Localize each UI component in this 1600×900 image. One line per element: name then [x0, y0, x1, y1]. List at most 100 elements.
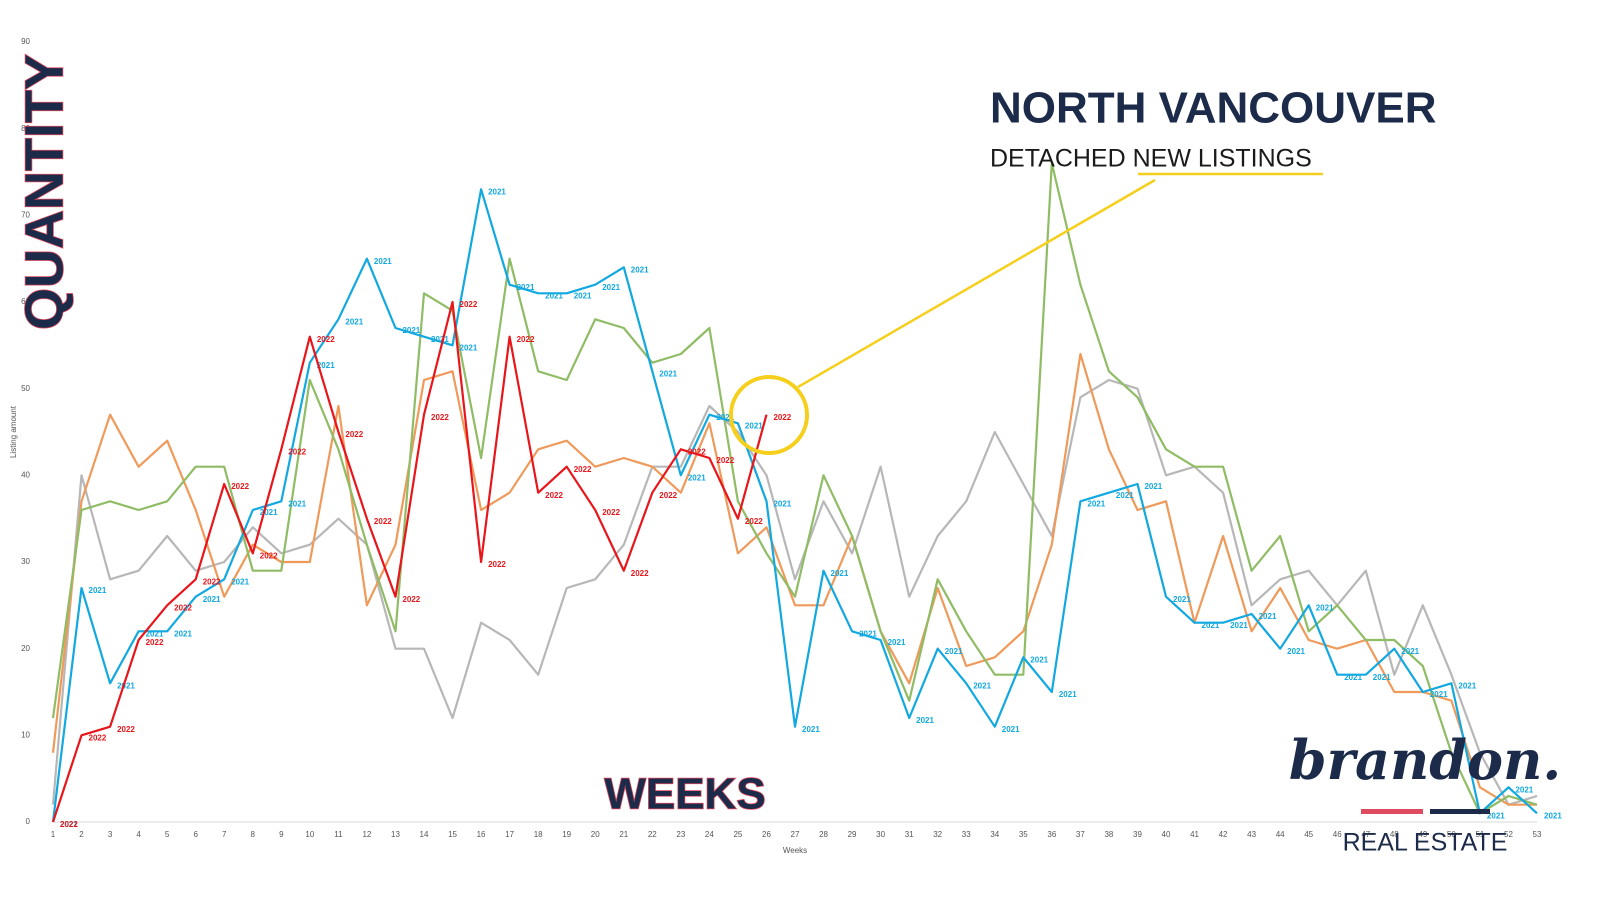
x-tick-label: 43 [1247, 830, 1256, 839]
x-tick-label: 44 [1276, 830, 1285, 839]
x-tick-label: 36 [1047, 830, 1056, 839]
data-label: 2022 [460, 300, 478, 309]
data-label: 2022 [117, 725, 135, 734]
data-label: 2021 [545, 291, 563, 300]
x-tick-label: 25 [733, 830, 742, 839]
x-tick-label: 7 [222, 830, 227, 839]
series-line [51, 378, 1538, 806]
x-tick-label: 12 [362, 830, 371, 839]
x-tick-label: 50 [1447, 830, 1456, 839]
y-tick-label: 20 [21, 644, 30, 653]
x-tick-label: 14 [420, 830, 429, 839]
data-label: 2021 [1116, 491, 1134, 500]
data-label: 2021 [288, 499, 306, 508]
x-tick-label: 52 [1504, 830, 1513, 839]
data-label: 2021 [745, 421, 763, 430]
series-line [51, 300, 768, 823]
series-line [51, 162, 1538, 815]
data-label: 2022 [174, 603, 192, 612]
data-label: 2021 [460, 343, 478, 352]
x-tick-label: 26 [762, 830, 771, 839]
x-tick-label: 5 [165, 830, 170, 839]
x-tick-label: 16 [477, 830, 486, 839]
series-line [51, 188, 1538, 823]
brand-subtitle: REAL ESTATE [1343, 829, 1508, 857]
data-label: 2021 [1230, 621, 1248, 630]
data-label: 2021 [1002, 725, 1020, 734]
brand-bar-red [1361, 809, 1423, 814]
data-label: 2021 [1430, 690, 1448, 699]
x-tick-label: 47 [1361, 830, 1370, 839]
data-label: 2021 [1316, 603, 1334, 612]
x-tick-label: 24 [705, 830, 714, 839]
x-tick-label: 41 [1190, 830, 1199, 839]
data-label: 2022 [231, 482, 249, 491]
data-label: 2022 [545, 491, 563, 500]
x-tick-label: 23 [676, 830, 685, 839]
x-tick-label: 9 [279, 830, 284, 839]
data-label: 2022 [345, 430, 363, 439]
data-label: 2021 [1515, 785, 1533, 794]
callout-line [797, 178, 1156, 389]
data-label: 2021 [1059, 690, 1077, 699]
x-tick-label: 49 [1418, 830, 1427, 839]
y-tick-label: 40 [21, 470, 30, 479]
data-label: 2021 [888, 638, 906, 647]
brand-logo: brandon. [1289, 728, 1561, 792]
data-label: 2021 [859, 629, 877, 638]
data-label: 2022 [431, 413, 449, 422]
data-label: 2022 [60, 820, 78, 829]
chart-title: NORTH VANCOUVER [990, 84, 1437, 133]
y-tick-label: 70 [21, 210, 30, 219]
x-tick-label: 3 [108, 830, 113, 839]
x-tick-label: 28 [819, 830, 828, 839]
data-label: 2021 [916, 716, 934, 725]
x-tick-label: 45 [1304, 830, 1313, 839]
y-tick-label: 80 [21, 124, 30, 133]
x-tick-label: 20 [591, 830, 600, 839]
data-label: 2022 [773, 413, 791, 422]
data-label: 2021 [1259, 612, 1277, 621]
data-label: 2022 [374, 517, 392, 526]
x-tick-label: 18 [534, 830, 543, 839]
x-tick-label: 46 [1333, 830, 1342, 839]
y-tick-label: 10 [21, 730, 30, 739]
x-tick-label: 34 [990, 830, 999, 839]
x-tick-label: 21 [619, 830, 628, 839]
data-label: 2021 [802, 725, 820, 734]
data-label: 2021 [1344, 673, 1362, 682]
data-label: 2021 [1202, 621, 1220, 630]
x-tick-label: 27 [791, 830, 800, 839]
data-label: 2021 [1173, 595, 1191, 604]
data-label: 2022 [317, 335, 335, 344]
x-tick-label: 42 [1219, 830, 1228, 839]
data-label: 2021 [117, 681, 135, 690]
data-label: 2022 [574, 465, 592, 474]
data-label: 2022 [402, 595, 420, 604]
data-label: 2021 [517, 283, 535, 292]
data-label: 2021 [431, 335, 449, 344]
data-label: 2022 [631, 569, 649, 578]
data-label: 2021 [1544, 811, 1562, 820]
data-label: 2021 [1401, 647, 1419, 656]
data-label: 2022 [488, 560, 506, 569]
data-label: 2022 [146, 638, 164, 647]
x-tick-label: 6 [193, 830, 198, 839]
x-axis-label: Weeks [783, 846, 807, 855]
x-tick-label: 35 [1019, 830, 1028, 839]
y-tick-label: 90 [21, 37, 30, 46]
data-label: 2022 [260, 551, 278, 560]
x-tick-label: 37 [1076, 830, 1085, 839]
x-tick-label: 4 [136, 830, 141, 839]
y-tick-label: 50 [21, 384, 30, 393]
data-label: 2021 [345, 317, 363, 326]
data-label: 2021 [773, 499, 791, 508]
x-tick-label: 31 [905, 830, 914, 839]
data-label: 2021 [317, 361, 335, 370]
data-label: 2021 [146, 629, 164, 638]
x-tick-label: 19 [562, 830, 571, 839]
data-label: 2022 [288, 447, 306, 456]
data-label: 2021 [260, 508, 278, 517]
